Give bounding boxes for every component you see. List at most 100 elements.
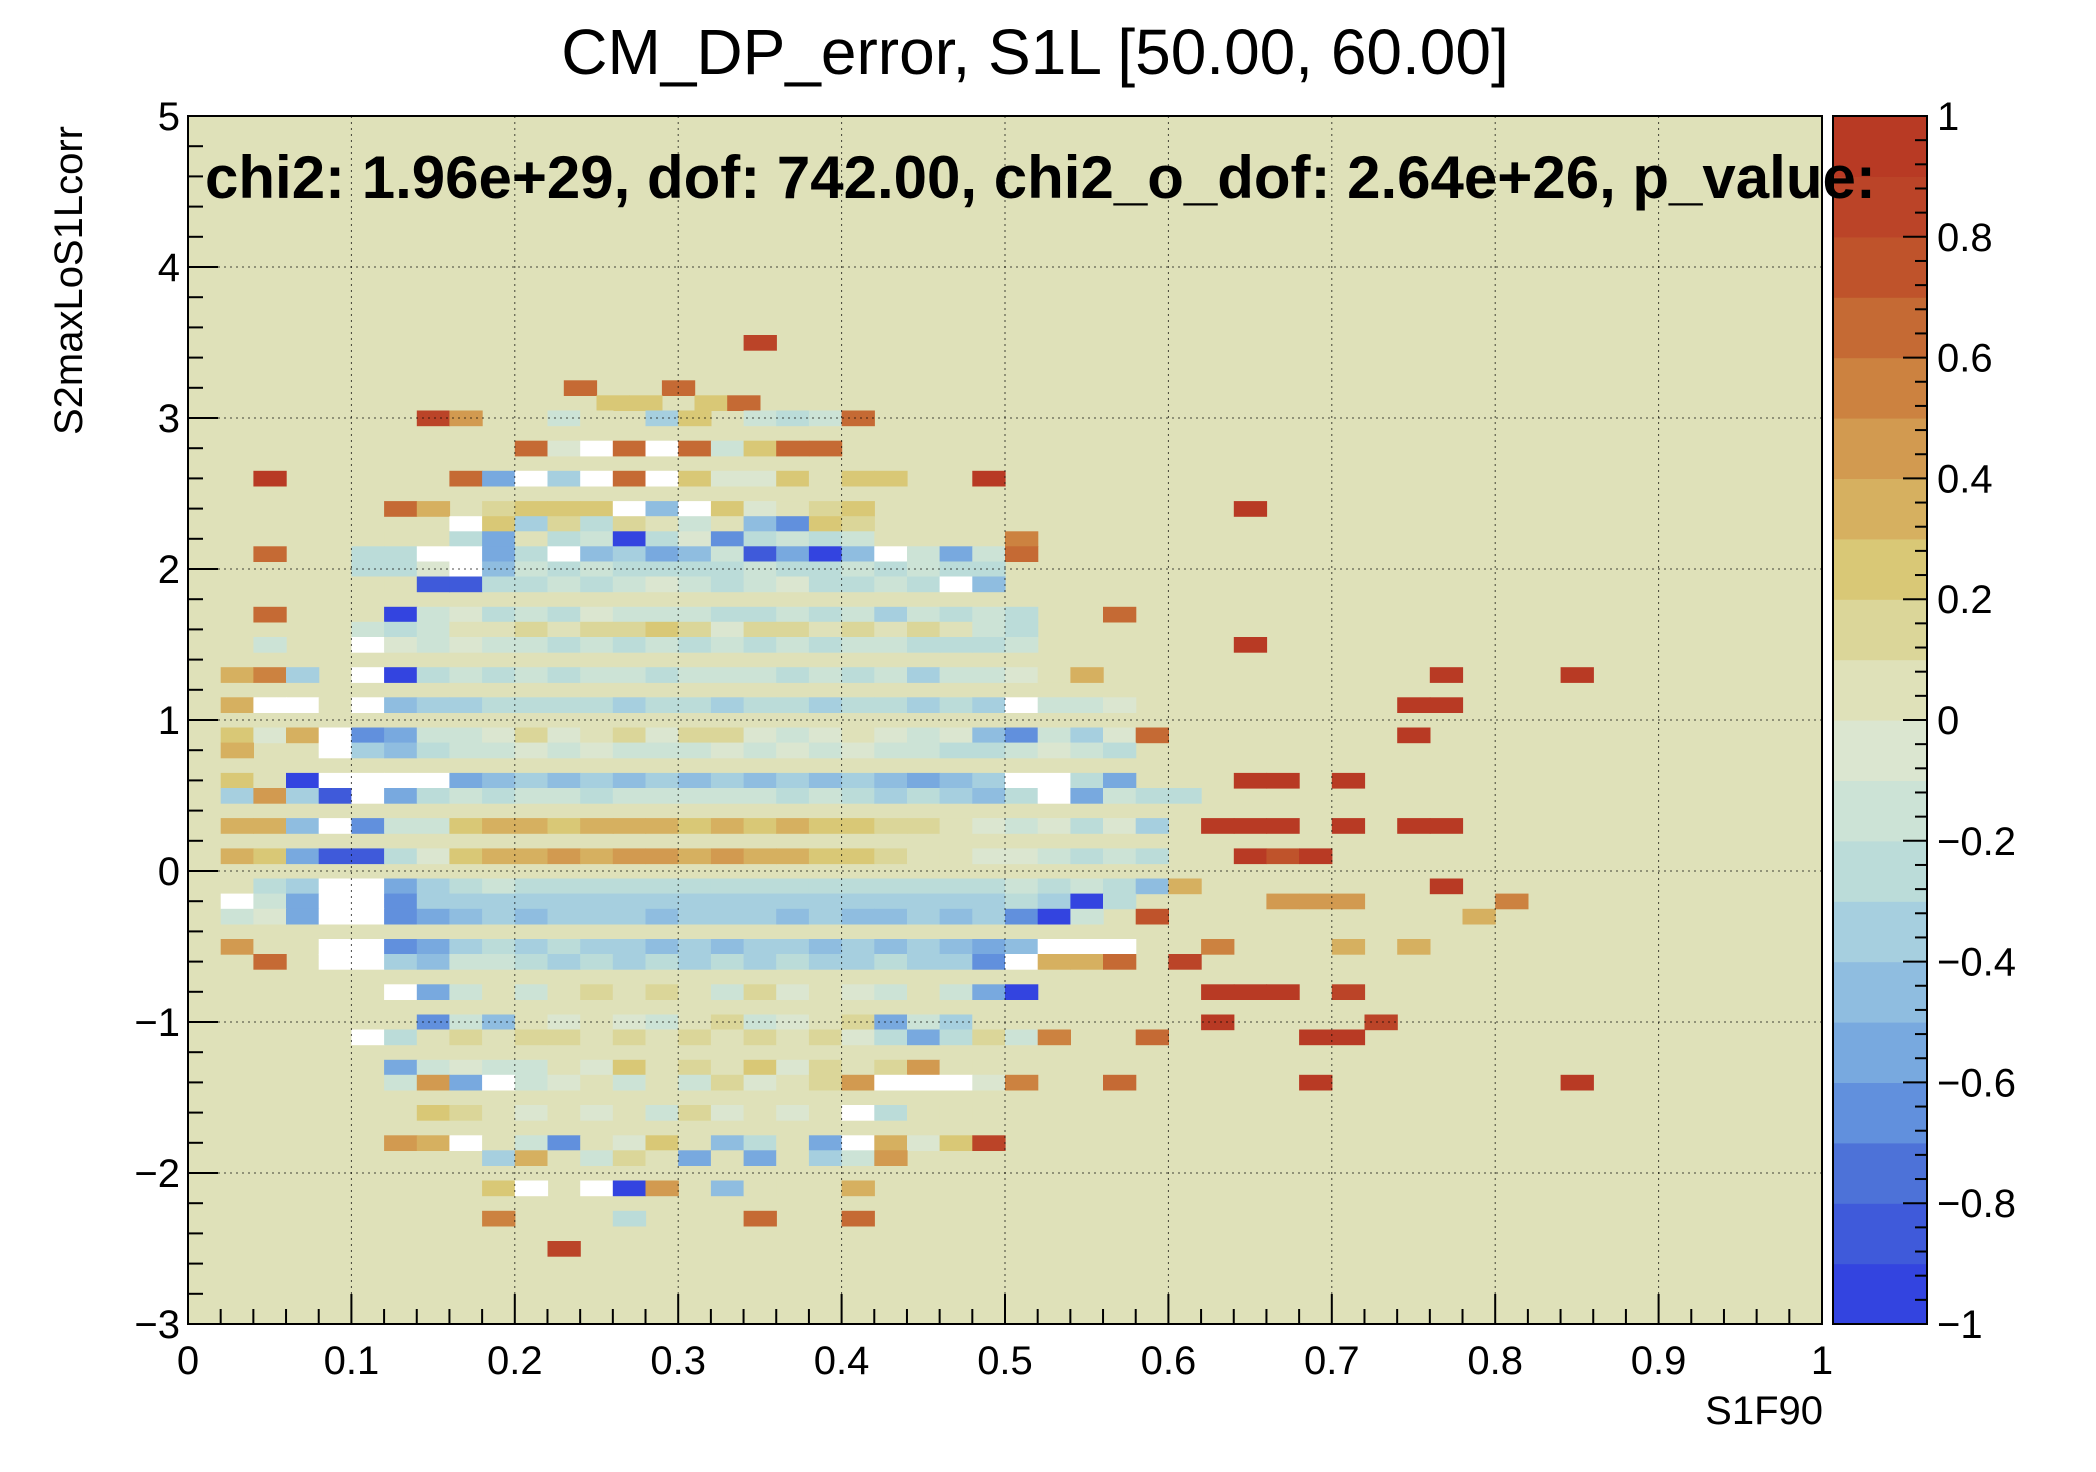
heatmap-cell bbox=[645, 908, 679, 925]
colorbar-tick-label: −0.2 bbox=[1937, 820, 2016, 864]
heatmap-cell bbox=[808, 1135, 843, 1151]
heatmap-cell bbox=[808, 818, 843, 834]
heatmap-cell bbox=[514, 546, 549, 562]
colorbar-tick-label: 0.8 bbox=[1937, 216, 1993, 260]
heatmap-cell bbox=[1266, 772, 1300, 789]
heatmap-cell bbox=[907, 742, 941, 759]
heatmap-cell bbox=[743, 818, 777, 834]
heatmap-cell bbox=[612, 697, 647, 713]
heatmap-cell bbox=[841, 1014, 875, 1031]
heatmap-cell bbox=[939, 954, 973, 970]
x-axis-title: S1F90 bbox=[1705, 1389, 1823, 1433]
heatmap-cell bbox=[1070, 727, 1104, 744]
heatmap-cell bbox=[612, 1014, 647, 1031]
heatmap-cell bbox=[874, 1135, 908, 1151]
heatmap-cell bbox=[547, 621, 581, 638]
heatmap-cell bbox=[841, 788, 875, 804]
heatmap-cell bbox=[743, 1105, 777, 1121]
heatmap-cell bbox=[710, 742, 745, 759]
heatmap-cell bbox=[1233, 984, 1268, 1000]
heatmap-cell bbox=[939, 818, 973, 834]
heatmap-cell bbox=[841, 667, 875, 683]
heatmap-cell bbox=[514, 1059, 549, 1076]
heatmap-cell bbox=[384, 893, 418, 910]
heatmap-cell bbox=[1103, 788, 1137, 804]
heatmap-cell bbox=[514, 470, 549, 487]
heatmap-cell bbox=[1135, 908, 1169, 925]
heatmap-cell bbox=[1005, 697, 1039, 713]
heatmap-cell bbox=[1070, 772, 1104, 789]
heatmap-cell bbox=[710, 939, 745, 955]
heatmap-cell bbox=[253, 908, 287, 925]
heatmap-cell bbox=[1135, 818, 1169, 834]
heatmap-cell bbox=[416, 576, 451, 593]
heatmap-cell bbox=[710, 531, 745, 547]
heatmap-cell bbox=[351, 621, 385, 638]
heatmap-cell bbox=[1233, 848, 1268, 865]
heatmap-cell bbox=[580, 637, 614, 653]
heatmap-cell bbox=[1201, 939, 1235, 955]
heatmap-cell bbox=[318, 939, 352, 955]
heatmap-cell bbox=[907, 1135, 941, 1151]
heatmap-cell bbox=[939, 848, 973, 865]
x-tick-label: 0.4 bbox=[814, 1339, 870, 1383]
heatmap-cell bbox=[514, 939, 549, 955]
heatmap-cell bbox=[416, 546, 451, 562]
heatmap-cell bbox=[384, 818, 418, 834]
heatmap-cell bbox=[580, 667, 614, 683]
heatmap-cell bbox=[416, 637, 451, 653]
heatmap-cell bbox=[710, 878, 745, 895]
heatmap-cell bbox=[808, 621, 843, 638]
heatmap-cell bbox=[1397, 818, 1431, 834]
heatmap-cell bbox=[678, 516, 712, 532]
heatmap-cell bbox=[841, 818, 875, 834]
heatmap-cell bbox=[351, 667, 385, 683]
heatmap-cell bbox=[1299, 1074, 1333, 1091]
heatmap-cell bbox=[808, 1074, 843, 1091]
heatmap-cell bbox=[1233, 818, 1268, 834]
heatmap-cell bbox=[678, 878, 712, 895]
heatmap-cell bbox=[645, 1029, 679, 1046]
heatmap-cell bbox=[972, 908, 1006, 925]
heatmap-cell bbox=[743, 1210, 777, 1227]
heatmap-cell bbox=[645, 818, 679, 834]
heatmap-cell bbox=[972, 939, 1006, 955]
heatmap-cell bbox=[482, 818, 516, 834]
heatmap-cell bbox=[678, 1150, 712, 1166]
heatmap-cell bbox=[1103, 742, 1137, 759]
heatmap-cell bbox=[286, 772, 320, 789]
heatmap-cell bbox=[1005, 848, 1039, 865]
heatmap-cell bbox=[580, 1150, 614, 1166]
heatmap-cell bbox=[514, 878, 549, 895]
heatmap-cell bbox=[776, 818, 810, 834]
heatmap-cell bbox=[874, 1029, 908, 1046]
heatmap-cell bbox=[449, 772, 483, 789]
heatmap-cell bbox=[1103, 606, 1137, 623]
heatmap-cell bbox=[776, 1029, 810, 1046]
heatmap-cell bbox=[939, 1105, 973, 1121]
colorbar-swatch bbox=[1833, 1203, 1927, 1265]
heatmap-cell bbox=[1135, 1029, 1169, 1046]
heatmap-cell bbox=[384, 606, 418, 623]
heatmap-cell bbox=[384, 1135, 418, 1151]
heatmap-cell bbox=[351, 878, 385, 895]
heatmap-cell bbox=[612, 908, 647, 925]
heatmap-cell bbox=[776, 1135, 810, 1151]
heatmap-cell bbox=[1103, 878, 1137, 895]
heatmap-cell bbox=[416, 908, 451, 925]
heatmap-cell bbox=[253, 546, 287, 562]
heatmap-cell bbox=[547, 576, 581, 593]
heatmap-cell bbox=[580, 1029, 614, 1046]
heatmap-cell bbox=[547, 440, 581, 457]
heatmap-cell bbox=[629, 395, 663, 411]
heatmap-cell bbox=[1266, 818, 1300, 834]
heatmap-cell bbox=[482, 1014, 516, 1031]
heatmap-cell bbox=[972, 788, 1006, 804]
heatmap-cell bbox=[580, 697, 614, 713]
heatmap-cell bbox=[645, 848, 679, 865]
heatmap-cell bbox=[482, 561, 516, 578]
heatmap-cell bbox=[808, 893, 843, 910]
heatmap-cell bbox=[351, 954, 385, 970]
heatmap-cell bbox=[253, 470, 287, 487]
y-tick-label: 0 bbox=[158, 850, 180, 894]
